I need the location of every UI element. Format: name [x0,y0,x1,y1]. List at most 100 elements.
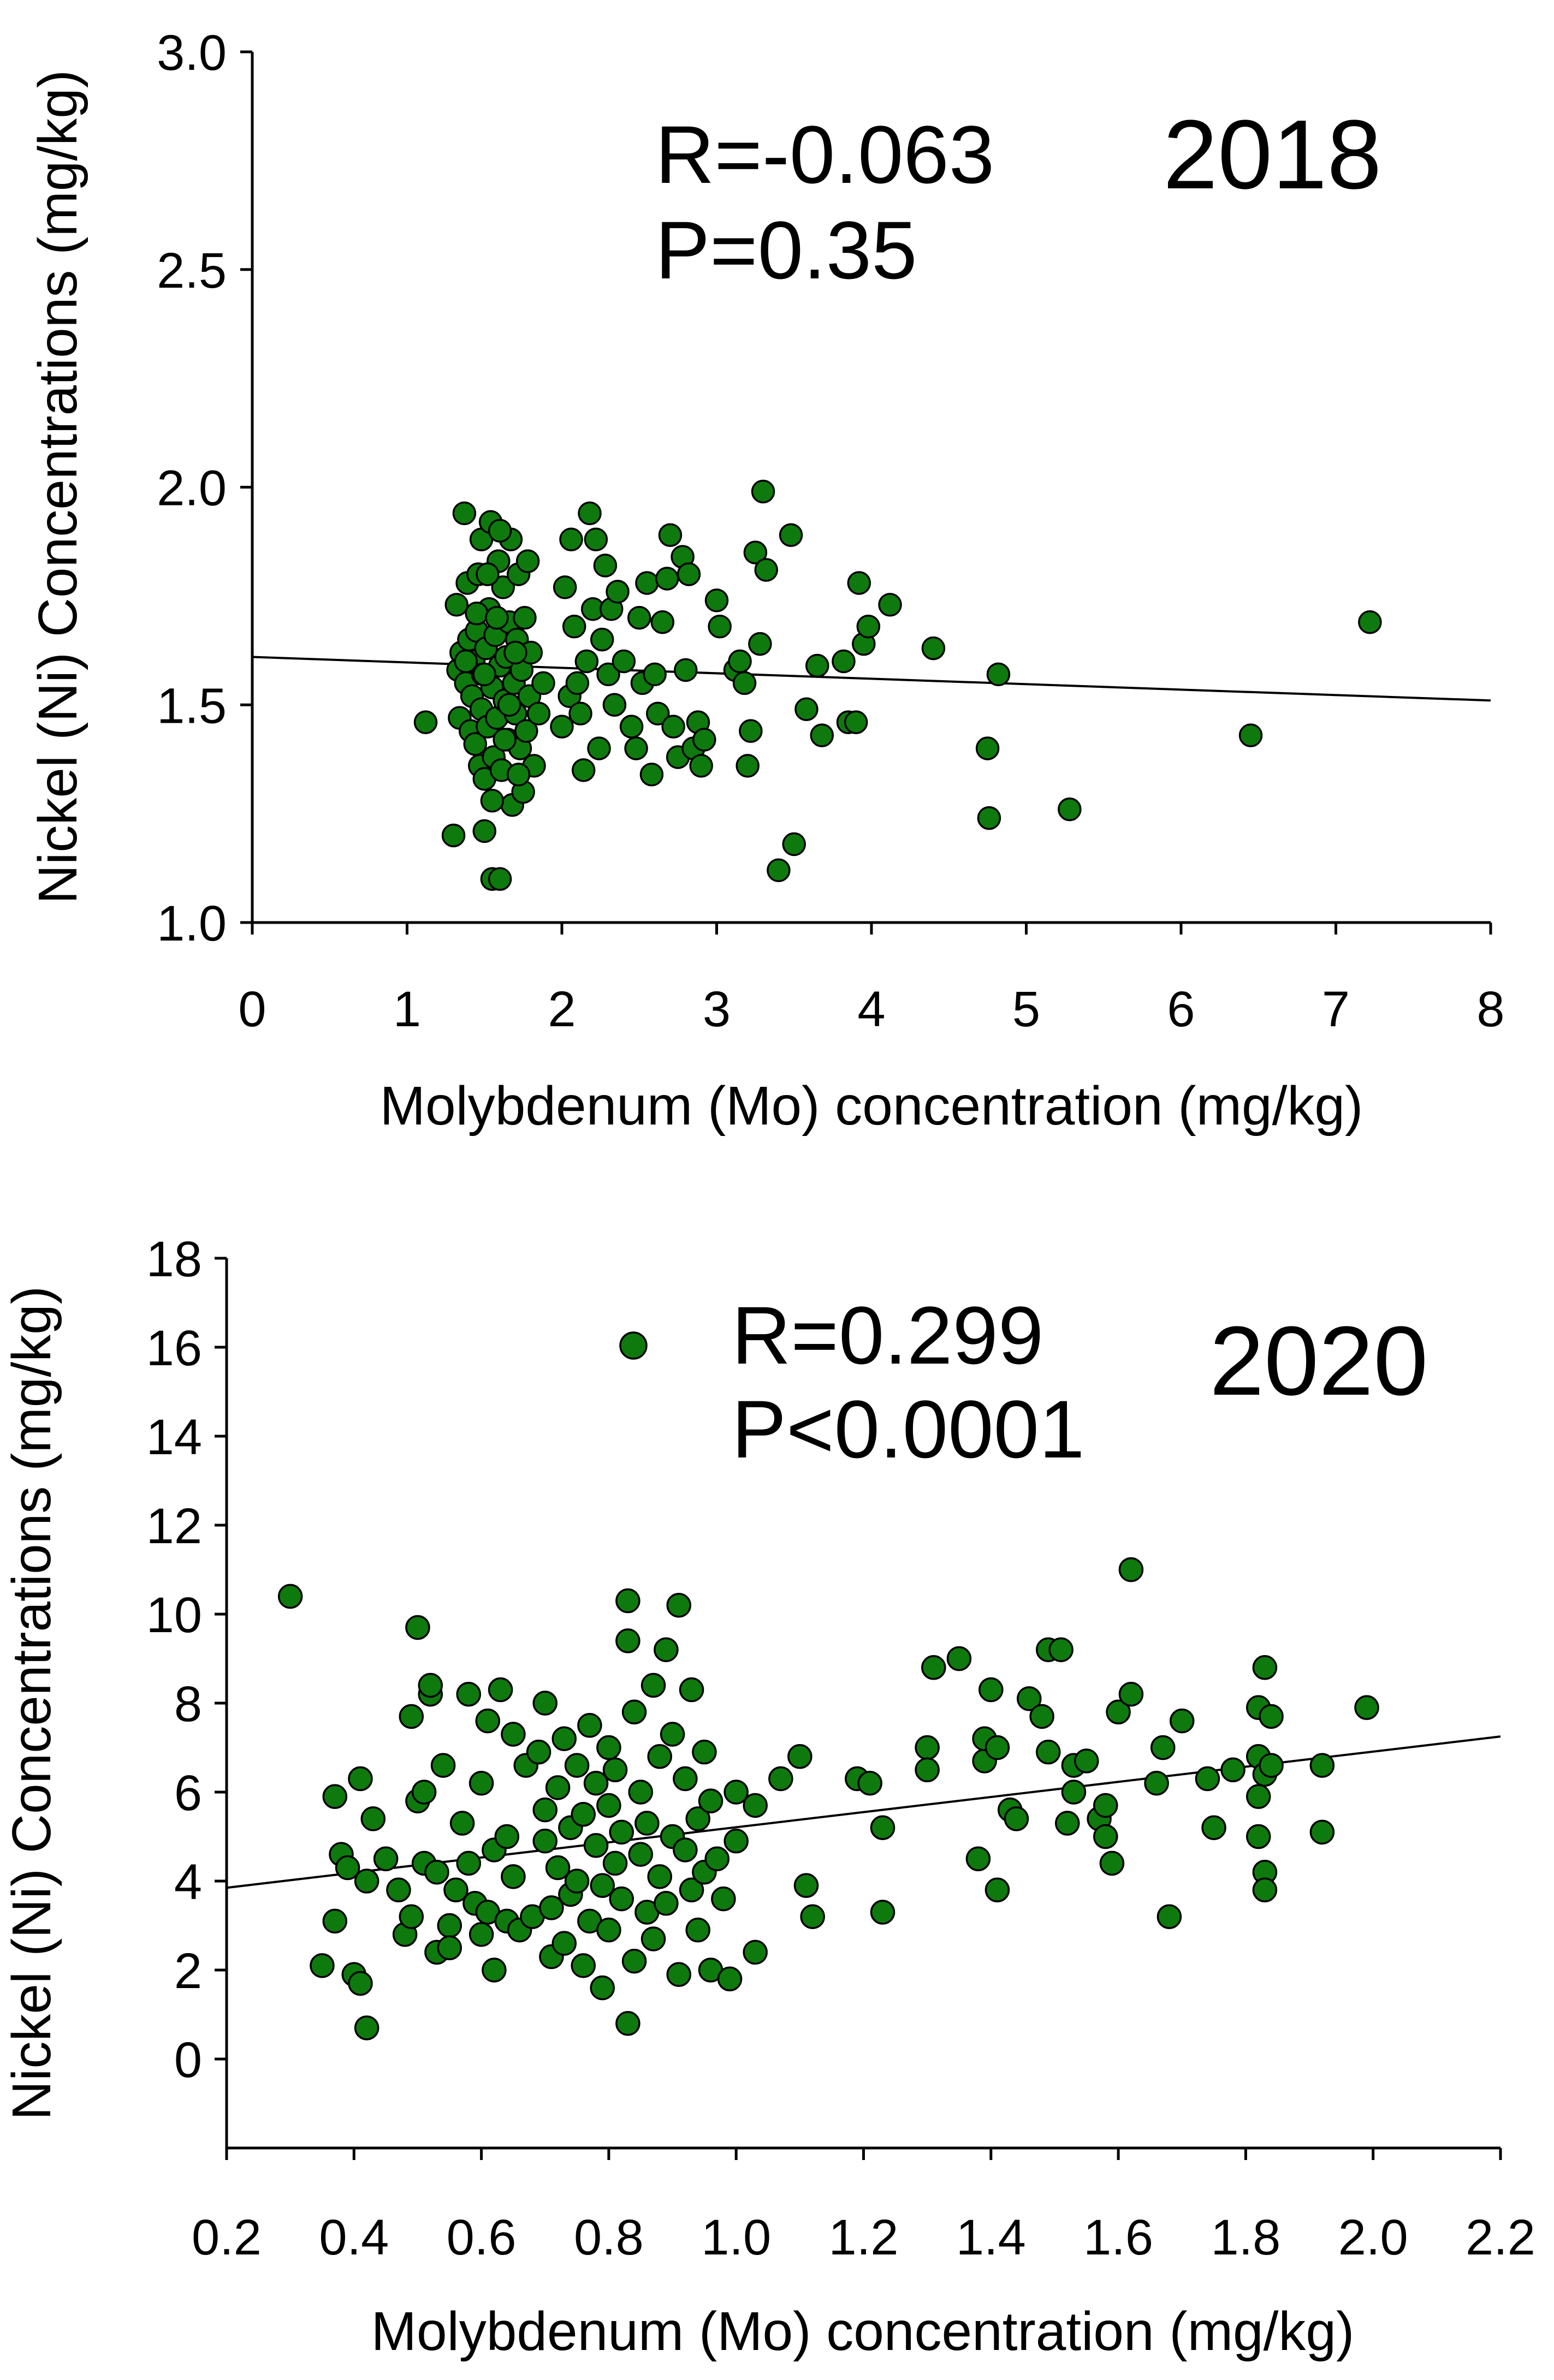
data-point [646,701,670,725]
data-point [810,723,834,747]
data-point [615,1628,640,1653]
data-point [1106,1699,1131,1725]
x-axis-title: Molybdenum (Mo) concentration (mg/kg) [380,1075,1363,1137]
y-tick-label: 2.5 [157,243,227,299]
y-tick-label: 4 [174,1854,202,1910]
data-point [698,1788,723,1814]
data-point [1058,797,1082,822]
data-point [624,736,648,760]
data-point [782,832,806,856]
data-point [503,640,527,665]
x-tick-label: 1 [393,981,421,1037]
x-tick-label: 2.0 [1338,2210,1408,2265]
data-point [465,602,489,626]
data-point [564,1753,590,1778]
data-point [501,1864,526,1889]
data-point [673,1837,698,1863]
x-tick-label: 1.4 [956,2210,1026,2265]
data-point [666,1962,691,1987]
data-point [449,1811,475,1836]
data-point [640,1673,666,1698]
data-point [590,627,614,652]
data-point [1029,1704,1054,1729]
data-point [660,1722,685,1747]
data-point [1309,1753,1335,1778]
data-point [832,649,856,674]
data-point [472,819,496,843]
data-point [717,1966,743,1992]
data-point [1099,1851,1125,1876]
data-point [551,1931,577,1956]
data-point [692,728,716,752]
data-point [399,1704,424,1729]
x-tick-label: 2 [548,981,576,1037]
data-point [639,763,664,787]
data-point [654,1637,679,1662]
data-point [551,1726,577,1751]
data-point [1150,1735,1176,1760]
data-point [685,1806,710,1831]
data-point [444,593,468,617]
data-point [437,1935,462,1960]
data-point [568,701,592,725]
data-point [571,758,596,782]
x-tick-label: 0.6 [447,2210,517,2265]
data-point [454,649,478,674]
data-point [1170,1708,1195,1734]
data-point [553,575,577,599]
x-tick-label: 0.2 [192,2210,262,2265]
data-point [915,1735,940,1760]
data-point [513,606,537,630]
data-point [689,754,713,778]
data-point [723,1828,749,1854]
regression-line [252,656,1491,702]
data-point [514,719,538,743]
data-point [497,693,521,717]
data-point [640,1926,666,1951]
data-point [768,1766,793,1792]
y-tick-label: 14 [146,1409,202,1465]
axis-ticks: 0 1 2 3 4 5 6 7 8 1.0 1.5 2.0 2.5 3.0 [157,25,1504,1037]
y-axis-title: Nickel (Ni) Concentrations (mg/kg) [27,70,88,904]
data-point [986,662,1011,687]
data-point [532,1828,557,1854]
data-point [418,1673,443,1698]
data-point [627,606,651,630]
y-tick-label: 8 [174,1676,202,1732]
data-point [736,754,760,778]
data-point [437,1913,462,1938]
data-point [615,2011,640,2036]
year-label: 2020 [1209,1306,1428,1416]
x-tick-label: 1.8 [1211,2210,1280,2265]
data-point [596,1735,621,1760]
data-point [476,562,500,586]
data-point [583,1833,609,1858]
data-point [405,1615,430,1640]
data-point [743,540,768,564]
data-point [491,575,515,599]
y-tick-label: 2 [174,1943,202,1999]
data-point [751,479,775,504]
data-point [277,1584,303,1609]
data-point [373,1846,399,1871]
x-tick-label: 0 [238,981,266,1037]
data-point [322,1908,348,1934]
p-value-text: P<0.0001 [732,1383,1084,1475]
data-point [1245,1784,1271,1809]
data-point [485,606,509,630]
data-point [335,1855,360,1881]
data-point [506,763,531,787]
data-point [596,1917,621,1943]
data-point [739,719,763,743]
data-point [413,710,438,734]
y-tick-label: 3.0 [157,25,227,81]
x-tick-label: 4 [857,981,885,1037]
data-point [857,1770,882,1796]
data-point [578,501,602,526]
data-point [348,1971,373,1996]
data-point [870,1815,895,1840]
data-point [1201,1815,1226,1840]
data-point [647,1864,672,1889]
x-tick-label: 8 [1476,981,1504,1037]
